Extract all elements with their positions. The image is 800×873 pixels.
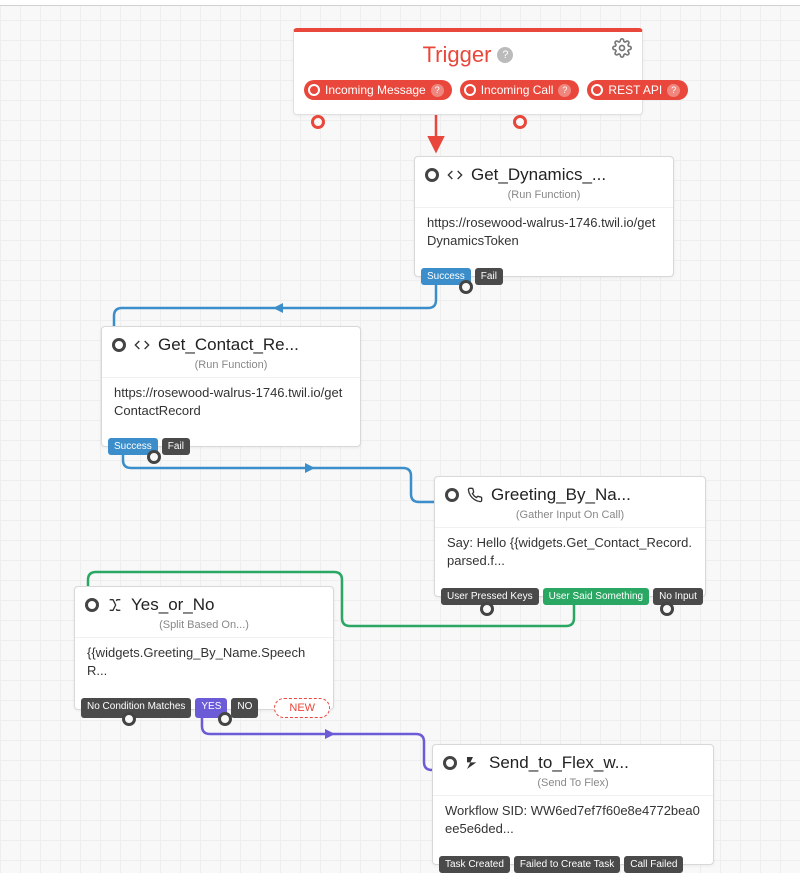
port-incoming-message[interactable]: Incoming Message ? bbox=[304, 80, 452, 100]
widget-title: Send_to_Flex_w... bbox=[489, 753, 629, 773]
outcome-no[interactable]: NO bbox=[231, 698, 258, 718]
add-condition-button[interactable]: NEW bbox=[274, 698, 330, 718]
port-rest-api[interactable]: REST API ? bbox=[587, 80, 688, 100]
code-icon bbox=[134, 337, 150, 353]
output-port-icon[interactable] bbox=[480, 602, 494, 616]
output-port-icon[interactable] bbox=[147, 450, 161, 464]
widget-body: https://rosewood-walrus-1746.twil.io/get… bbox=[102, 377, 360, 429]
widget-subtitle: (Send To Flex) bbox=[433, 775, 713, 795]
phone-icon bbox=[467, 487, 483, 503]
widget-subtitle: (Split Based On...) bbox=[75, 617, 333, 637]
widget-get-dynamics[interactable]: Get_Dynamics_... (Run Function) https://… bbox=[414, 156, 674, 277]
help-icon[interactable]: ? bbox=[558, 84, 571, 97]
output-port-icon[interactable] bbox=[218, 712, 232, 726]
port-label: Incoming Call bbox=[481, 83, 554, 97]
help-icon[interactable]: ? bbox=[497, 47, 513, 63]
input-port-icon[interactable] bbox=[85, 598, 99, 612]
input-port-icon[interactable] bbox=[445, 488, 459, 502]
port-dot-icon bbox=[308, 84, 320, 96]
unconnected-port-icon[interactable] bbox=[513, 115, 527, 129]
output-port-icon[interactable] bbox=[122, 712, 136, 726]
output-port-icon[interactable] bbox=[660, 602, 674, 616]
outcome-fail[interactable]: Fail bbox=[475, 268, 503, 285]
outcome-said-something[interactable]: User Said Something bbox=[543, 588, 650, 605]
outcome-task-created[interactable]: Task Created bbox=[439, 856, 510, 873]
outcome-call-failed[interactable]: Call Failed bbox=[624, 856, 683, 873]
port-incoming-call[interactable]: Incoming Call ? bbox=[460, 80, 580, 100]
trigger-header: Trigger ? bbox=[294, 32, 642, 72]
widget-greeting[interactable]: Greeting_By_Na... (Gather Input On Call)… bbox=[434, 476, 706, 597]
widget-title: Yes_or_No bbox=[131, 595, 215, 615]
outcome-fail[interactable]: Fail bbox=[162, 438, 190, 455]
port-dot-icon bbox=[464, 84, 476, 96]
flow-canvas[interactable]: Trigger ? Incoming Message ? Incoming Ca… bbox=[0, 0, 800, 868]
code-icon bbox=[447, 167, 463, 183]
input-port-icon[interactable] bbox=[112, 338, 126, 352]
widget-body: https://rosewood-walrus-1746.twil.io/get… bbox=[415, 207, 673, 259]
outcome-failed-create[interactable]: Failed to Create Task bbox=[514, 856, 620, 873]
widget-body: Say: Hello {{widgets.Get_Contact_Record.… bbox=[435, 527, 705, 579]
widget-body: {{widgets.Greeting_By_Name.SpeechR... bbox=[75, 637, 333, 689]
toolbar-edge bbox=[0, 0, 800, 6]
widget-title: Get_Contact_Re... bbox=[158, 335, 299, 355]
port-dot-icon bbox=[591, 84, 603, 96]
trigger-node[interactable]: Trigger ? Incoming Message ? Incoming Ca… bbox=[293, 28, 643, 115]
widget-yes-or-no[interactable]: Yes_or_No (Split Based On...) {{widgets.… bbox=[74, 586, 334, 710]
widget-title: Get_Dynamics_... bbox=[471, 165, 606, 185]
port-label: REST API bbox=[608, 83, 662, 97]
widget-subtitle: (Run Function) bbox=[415, 187, 673, 207]
flex-icon bbox=[465, 755, 481, 771]
trigger-title: Trigger bbox=[423, 42, 492, 68]
input-port-icon[interactable] bbox=[425, 168, 439, 182]
widget-send-to-flex[interactable]: Send_to_Flex_w... (Send To Flex) Workflo… bbox=[432, 744, 714, 865]
widget-subtitle: (Gather Input On Call) bbox=[435, 507, 705, 527]
port-label: Incoming Message bbox=[325, 83, 426, 97]
outcome-no-match[interactable]: No Condition Matches bbox=[81, 698, 191, 718]
widget-title: Greeting_By_Na... bbox=[491, 485, 631, 505]
input-port-icon[interactable] bbox=[443, 756, 457, 770]
trigger-ports: Incoming Message ? Incoming Call ? REST … bbox=[294, 72, 642, 114]
gear-icon[interactable] bbox=[612, 38, 632, 58]
outcome-no-input[interactable]: No Input bbox=[653, 588, 703, 605]
widget-body: Workflow SID: WW6ed7ef7f60e8e4772bea0ee5… bbox=[433, 795, 713, 847]
widget-get-contact[interactable]: Get_Contact_Re... (Run Function) https:/… bbox=[101, 326, 361, 447]
unconnected-port-icon[interactable] bbox=[311, 115, 325, 129]
output-port-icon[interactable] bbox=[459, 280, 473, 294]
help-icon[interactable]: ? bbox=[667, 84, 680, 97]
help-icon[interactable]: ? bbox=[431, 84, 444, 97]
split-icon bbox=[107, 597, 123, 613]
widget-subtitle: (Run Function) bbox=[102, 357, 360, 377]
